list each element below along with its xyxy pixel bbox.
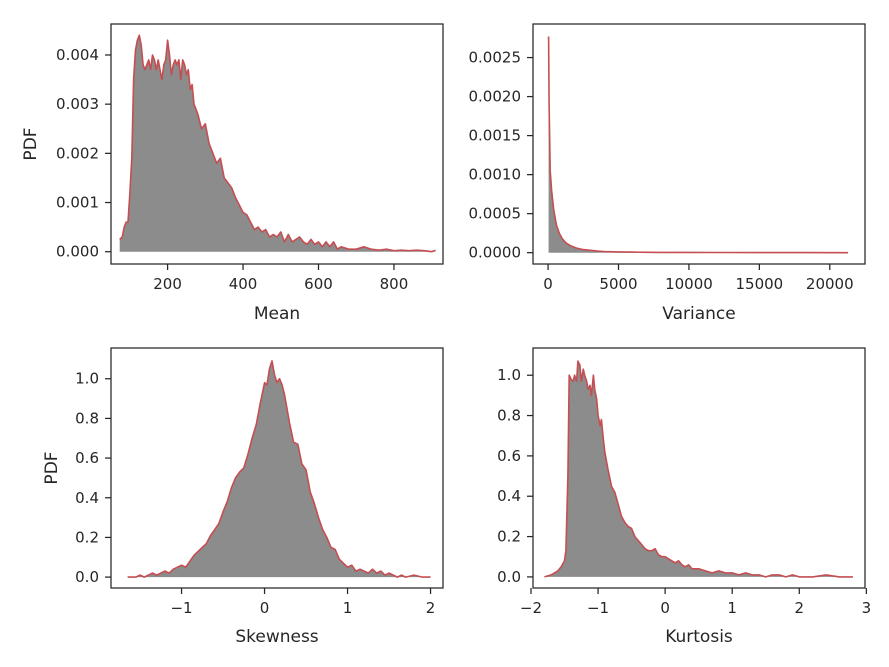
y-tick-label-kurtosis: 0.4: [497, 487, 521, 505]
x-tick-label-skewness: 2: [426, 599, 436, 617]
ticks-variance: 0 5000 10000 15000 20000 0.0000 0.0005 0.0010 0.…: [469, 49, 854, 293]
y-tick-label-mean: 0.000: [56, 243, 99, 261]
plot-area-kurtosis: [544, 360, 853, 578]
x-tick-label-mean: 600: [304, 275, 333, 293]
density-fill-skewness: [127, 360, 431, 578]
y-tick-label-variance: 0.0000: [469, 244, 522, 262]
x-tick-label-mean: 200: [153, 275, 182, 293]
x-tick-label-kurtosis: −1: [587, 599, 609, 617]
y-tick-label-skewness: 0.4: [75, 489, 99, 507]
x-tick-label-kurtosis: 0: [660, 599, 670, 617]
y-tick-label-skewness: 1.0: [75, 370, 99, 388]
y-axis-label-skewness: PDF: [42, 451, 62, 484]
density-fill-mean: [119, 35, 436, 252]
y-tick-label-skewness: 0.2: [75, 528, 99, 546]
y-tick-label-skewness: 0.6: [75, 449, 99, 467]
density-line-skewness: [127, 360, 431, 578]
x-axis-label-kurtosis: Kurtosis: [665, 627, 733, 647]
x-tick-label-mean: 800: [380, 275, 409, 293]
x-tick-label-variance: 20000: [806, 275, 854, 293]
axes-frame-variance: [532, 23, 866, 265]
y-tick-label-variance: 0.0020: [469, 88, 522, 106]
subplot-kurtosis: −2 −1 0 1 2 3 0.0 0.2 0.4 0.6 0.8 1.0 Kurtosis: [497, 347, 871, 647]
y-axis-label-mean: PDF: [21, 127, 41, 160]
density-line-mean: [119, 34, 436, 253]
x-tick-label-mean: 400: [229, 275, 258, 293]
axes-frame-skewness: [110, 347, 444, 589]
subplot-mean: 200 400 600 800 0.000 0.001 0.002 0.003 0.004 Me…: [21, 23, 444, 324]
x-tick-label-kurtosis: 3: [862, 599, 872, 617]
y-tick-label-kurtosis: 0.2: [497, 528, 521, 546]
y-tick-label-variance: 0.0015: [469, 127, 522, 145]
density-line-kurtosis: [544, 360, 853, 578]
x-tick-label-kurtosis: −2: [520, 599, 542, 617]
y-tick-label-variance: 0.0005: [469, 205, 522, 223]
x-tick-label-skewness: −1: [170, 599, 192, 617]
x-tick-label-variance: 10000: [665, 275, 713, 293]
y-tick-label-mean: 0.003: [56, 95, 99, 113]
y-tick-label-mean: 0.004: [56, 46, 99, 64]
x-tick-label-variance: 5000: [599, 275, 637, 293]
density-line-variance: [547, 36, 849, 254]
y-tick-label-mean: 0.001: [56, 194, 99, 212]
ticks-mean: 200 400 600 800 0.000 0.001 0.002 0.003 0.004: [56, 46, 408, 293]
x-axis-label-mean: Mean: [254, 304, 300, 324]
x-axis-label-variance: Variance: [662, 304, 735, 324]
plot-area-skewness: [127, 360, 431, 578]
density-fill-kurtosis: [544, 361, 853, 577]
plot-area-variance: [547, 36, 849, 254]
y-tick-label-mean: 0.002: [56, 144, 99, 162]
subplot-skewness: −1 0 1 2 0.0 0.2 0.4 0.6 0.8 1.0 Skewness PDF: [42, 347, 444, 647]
x-tick-label-skewness: 0: [260, 599, 270, 617]
ticks-kurtosis: −2 −1 0 1 2 3 0.0 0.2 0.4 0.6 0.8 1.0: [497, 366, 871, 617]
y-tick-label-variance: 0.0010: [469, 166, 522, 184]
y-tick-label-skewness: 0.0: [75, 568, 99, 586]
y-tick-label-kurtosis: 0.6: [497, 447, 521, 465]
y-tick-label-kurtosis: 0.8: [497, 407, 521, 425]
y-tick-label-kurtosis: 1.0: [497, 366, 521, 384]
x-axis-label-skewness: Skewness: [235, 627, 318, 647]
plot-area-mean: [119, 34, 436, 253]
y-tick-label-skewness: 0.8: [75, 409, 99, 427]
subplot-variance: 0 5000 10000 15000 20000 0.0000 0.0005 0.0010 0.…: [469, 23, 866, 324]
ticks-skewness: −1 0 1 2 0.0 0.2 0.4 0.6 0.8 1.0: [75, 370, 435, 617]
x-tick-label-variance: 0: [543, 275, 553, 293]
axes-frame-kurtosis: [532, 347, 866, 589]
axes-frame-mean: [110, 23, 444, 265]
x-tick-label-skewness: 1: [343, 599, 353, 617]
x-tick-label-kurtosis: 1: [727, 599, 737, 617]
y-tick-label-variance: 0.0025: [469, 49, 522, 67]
x-tick-label-kurtosis: 2: [794, 599, 804, 617]
y-tick-label-kurtosis: 0.0: [497, 568, 521, 586]
x-tick-label-variance: 15000: [735, 275, 783, 293]
